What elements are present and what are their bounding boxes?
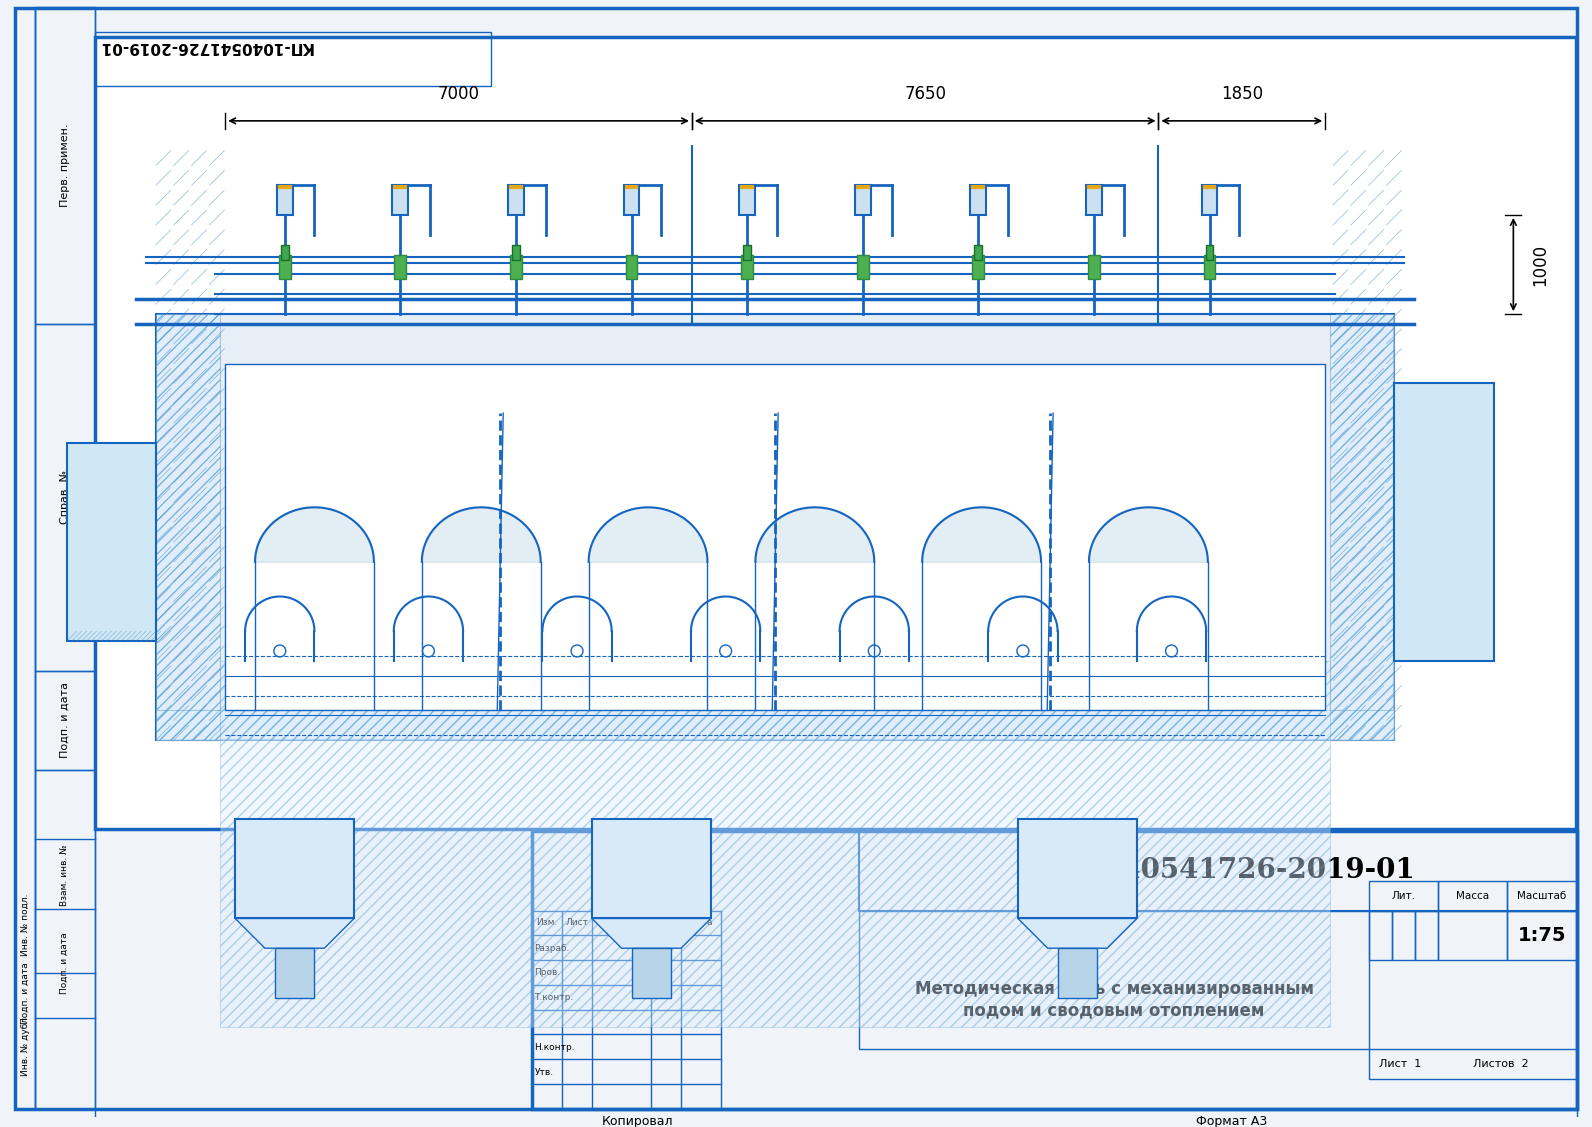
Bar [1369, 911, 1391, 960]
Bar [509, 255, 522, 279]
Bar [508, 185, 524, 215]
Bar [35, 323, 94, 671]
Bar [1017, 819, 1137, 919]
Bar [592, 819, 710, 919]
Bar [156, 314, 226, 740]
Text: Лист: Лист [565, 919, 589, 926]
Bar [856, 255, 869, 279]
Bar [35, 770, 94, 1109]
Bar [739, 185, 755, 215]
Polygon shape [1017, 919, 1137, 948]
Polygon shape [236, 919, 353, 948]
Bar [156, 314, 1395, 740]
Bar [1369, 881, 1438, 911]
Bar [220, 660, 1329, 1028]
Text: Масса: Масса [1457, 890, 1489, 900]
Text: Подп. и дата: Подп. и дата [60, 932, 70, 994]
Text: Перв. примен.: Перв. примен. [60, 124, 70, 207]
Bar [860, 911, 1369, 1049]
Bar [1329, 314, 1395, 740]
Bar [395, 255, 406, 279]
Bar [1438, 911, 1508, 960]
Text: Изм.: Изм. [537, 919, 557, 926]
Bar [1395, 383, 1493, 660]
Bar [35, 671, 94, 770]
Text: 1:75: 1:75 [1517, 926, 1567, 944]
Bar [236, 819, 353, 919]
Text: Н.контр.: Н.контр. [535, 1042, 575, 1051]
Bar [275, 948, 315, 997]
Bar [67, 443, 156, 641]
Bar [1508, 881, 1576, 911]
Bar [156, 710, 1395, 740]
Text: Справ. №: Справ. № [60, 470, 70, 524]
Text: Инв. № дубл.: Инв. № дубл. [21, 1014, 30, 1076]
Bar [626, 255, 637, 279]
Bar [156, 314, 220, 740]
Bar [1391, 911, 1415, 960]
Text: Подп. и дата: Подп. и дата [21, 962, 30, 1023]
Bar [35, 8, 94, 1109]
Text: КП-1040541726-2019-01: КП-1040541726-2019-01 [1020, 858, 1415, 885]
Bar [971, 185, 985, 215]
Text: Листов  2: Листов 2 [1473, 1059, 1528, 1070]
Text: 1000: 1000 [1532, 243, 1549, 285]
Bar [973, 255, 984, 279]
Bar [279, 255, 291, 279]
Text: КП-1040541726-2019-01: КП-1040541726-2019-01 [99, 39, 312, 54]
Text: Пров.: Пров. [535, 968, 560, 977]
Bar [392, 185, 408, 215]
Bar [1202, 185, 1218, 215]
Bar [1086, 185, 1102, 215]
Bar [1057, 948, 1097, 997]
Text: Копировал: Копировал [602, 1115, 673, 1127]
Bar [16, 8, 35, 1109]
Text: 7650: 7650 [904, 85, 946, 103]
Text: Инв. № подл.: Инв. № подл. [21, 894, 30, 956]
Bar [974, 245, 982, 259]
Text: Т.контр.: Т.контр. [535, 993, 573, 1002]
Text: № докум.: № докум. [599, 919, 643, 926]
Bar [35, 7, 94, 323]
Bar [1415, 911, 1438, 960]
Text: Лит.: Лит. [1391, 890, 1415, 900]
Bar [94, 32, 490, 86]
Bar [94, 37, 1576, 829]
Bar [624, 185, 640, 215]
Bar [742, 255, 753, 279]
Bar [632, 948, 672, 997]
Bar [1508, 911, 1576, 960]
Text: 1850: 1850 [1221, 85, 1262, 103]
Bar [280, 245, 288, 259]
Bar [532, 832, 1576, 1109]
Text: Разраб.: Разраб. [535, 943, 570, 952]
Bar [1204, 255, 1215, 279]
Text: Утв.: Утв. [535, 1067, 554, 1076]
Bar [1369, 1049, 1576, 1079]
Bar [860, 832, 1576, 911]
Bar [277, 185, 293, 215]
Text: Лист  1: Лист 1 [1379, 1059, 1420, 1070]
Text: Подп. и дата: Подп. и дата [60, 682, 70, 758]
Polygon shape [592, 919, 710, 948]
Text: Масштаб: Масштаб [1517, 890, 1567, 900]
Bar [513, 245, 521, 259]
Text: 7000: 7000 [438, 85, 479, 103]
Text: Взам. инв. №: Взам. инв. № [60, 844, 70, 906]
Text: Формат А3: Формат А3 [1196, 1115, 1267, 1127]
Bar [1205, 245, 1213, 259]
Bar [94, 1109, 1576, 1127]
Text: Подп.: Подп. [653, 919, 680, 926]
Text: Дата: Дата [689, 919, 713, 926]
Bar [1087, 255, 1100, 279]
Bar [855, 185, 871, 215]
Bar [1438, 881, 1508, 911]
Bar [743, 245, 751, 259]
Text: Методическая печь с механизированным
подом и сводовым отоплением: Методическая печь с механизированным под… [914, 980, 1313, 1019]
Bar [226, 364, 1325, 710]
